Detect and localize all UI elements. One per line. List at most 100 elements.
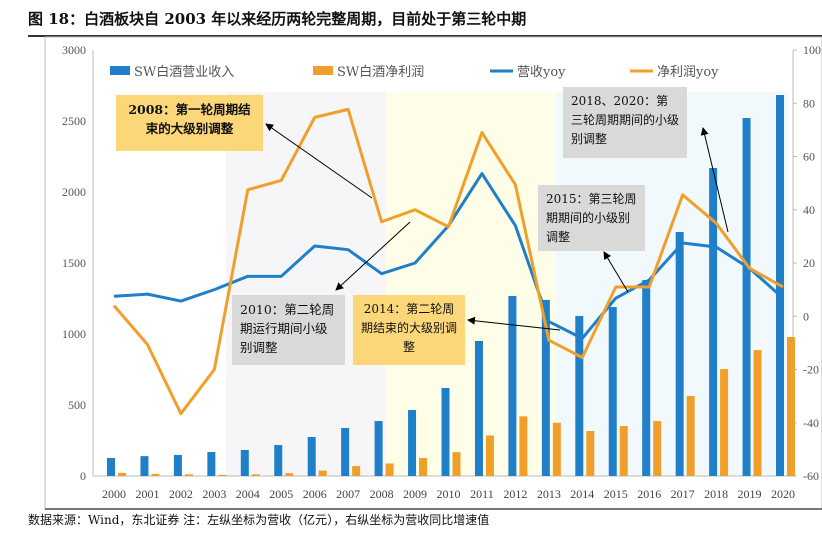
x-tick-label: 2009 xyxy=(403,487,427,501)
annotation-arrow xyxy=(700,127,729,233)
annotation-2014: 2014：第二轮周期结束的大级别调整 xyxy=(353,295,465,365)
x-tick-label: 2002 xyxy=(169,487,193,501)
bar-profit xyxy=(251,474,260,476)
bar-revenue xyxy=(274,445,283,476)
x-tick-label: 2016 xyxy=(637,487,661,501)
title-divider xyxy=(28,35,822,37)
bar-profit xyxy=(552,422,561,476)
bar-profit xyxy=(184,474,193,476)
bar-profit xyxy=(586,430,595,476)
x-tick-label: 2020 xyxy=(771,487,795,501)
left-tick-label: 3000 xyxy=(62,43,86,57)
x-tick-label: 2003 xyxy=(202,487,226,501)
right-tick-label: 0 xyxy=(803,309,809,323)
bar-revenue xyxy=(240,450,249,476)
bar-profit xyxy=(753,350,762,476)
bar-profit xyxy=(285,473,294,476)
right-tick-label: 80 xyxy=(803,96,815,110)
bar-profit xyxy=(653,421,662,476)
right-tick-label: -60 xyxy=(803,469,819,483)
x-tick-label: 2006 xyxy=(303,487,327,501)
x-tick-label: 2001 xyxy=(135,487,159,501)
bar-profit xyxy=(218,474,227,476)
x-tick-label: 2015 xyxy=(604,487,628,501)
legend-swatch xyxy=(313,66,333,75)
bar-revenue xyxy=(173,454,182,476)
legend-label: SW白酒营业收入 xyxy=(134,64,234,80)
bar-profit xyxy=(318,470,327,476)
x-tick-label: 2019 xyxy=(738,487,762,501)
bar-revenue xyxy=(575,315,584,476)
left-tick-label: 1500 xyxy=(62,256,86,270)
x-tick-label: 2004 xyxy=(236,487,260,501)
legend-label: 净利润yoy xyxy=(657,65,719,80)
annotation-arrow xyxy=(603,251,629,293)
left-tick-label: 2500 xyxy=(62,114,86,128)
x-tick-label: 2011 xyxy=(470,487,494,501)
bar-profit xyxy=(118,472,126,476)
left-tick-label: 500 xyxy=(68,398,86,412)
bar-profit xyxy=(419,457,428,476)
x-tick-label: 2007 xyxy=(336,487,360,501)
bar-profit xyxy=(352,466,361,476)
bar-profit xyxy=(787,336,795,476)
annotation-2015: 2015：第三轮周期期间的小级别调整 xyxy=(538,185,645,251)
bar-profit xyxy=(619,426,628,476)
bar-revenue xyxy=(441,387,450,476)
bar-profit xyxy=(686,396,695,476)
bar-revenue xyxy=(675,232,684,476)
legend-label: 营收yoy xyxy=(517,65,566,80)
left-tick-label: 1000 xyxy=(62,327,86,341)
annotation-arrow xyxy=(265,123,373,199)
legend-swatch xyxy=(110,66,130,75)
right-tick-label: 20 xyxy=(803,256,815,270)
right-tick-label: 100 xyxy=(803,43,821,57)
left-tick-label: 0 xyxy=(80,469,86,483)
bar-revenue xyxy=(508,295,517,476)
right-tick-label: 60 xyxy=(803,150,815,164)
bar-profit xyxy=(519,416,528,476)
bar-revenue xyxy=(374,421,383,476)
bar-revenue xyxy=(307,436,316,476)
x-tick-label: 2008 xyxy=(370,487,394,501)
x-tick-label: 2017 xyxy=(671,487,695,501)
bar-profit xyxy=(151,473,160,476)
left-tick-label: 2000 xyxy=(62,185,86,199)
bar-revenue xyxy=(474,340,483,476)
source-note: 数据来源：Wind，东北证券 注：左纵坐标为营收（亿元），右纵坐标为营收同比增速… xyxy=(28,513,490,527)
bar-revenue xyxy=(341,428,350,476)
x-tick-label: 2018 xyxy=(704,487,728,501)
x-tick-label: 2005 xyxy=(269,487,293,501)
right-tick-label: -20 xyxy=(803,363,819,377)
right-tick-label: -40 xyxy=(803,416,819,430)
bar-profit xyxy=(385,463,394,476)
period-shade-1 xyxy=(226,92,386,476)
x-tick-label: 2000 xyxy=(102,487,126,501)
bar-revenue xyxy=(408,409,417,476)
chart-title: 图 18：白酒板块自 2003 年以来经历两轮完整周期，目前处于第三轮中期 xyxy=(28,10,527,28)
right-tick-label: 40 xyxy=(803,203,815,217)
x-tick-label: 2010 xyxy=(437,487,461,501)
legend-label: SW白酒净利润 xyxy=(337,64,424,80)
bar-revenue xyxy=(541,299,550,476)
bar-revenue xyxy=(207,452,216,476)
bar-revenue xyxy=(107,457,115,476)
annotation-2010: 2010：第二轮周期运行期间小级别调整 xyxy=(232,295,345,365)
x-tick-label: 2014 xyxy=(570,487,594,501)
bar-revenue xyxy=(709,168,718,476)
bar-revenue xyxy=(608,307,617,476)
bar-revenue xyxy=(642,280,651,476)
x-tick-label: 2012 xyxy=(503,487,527,501)
bar-profit xyxy=(485,435,494,476)
annotation-arrow xyxy=(335,221,411,291)
annotation-arrow xyxy=(467,316,561,331)
annotation-2008: 2008：第一轮周期结束的大级别调整 xyxy=(116,95,263,151)
bar-profit xyxy=(720,369,729,476)
bar-revenue xyxy=(742,118,751,476)
line-profit-yoy xyxy=(112,107,784,416)
bar-revenue xyxy=(140,456,149,476)
annotation-2018-2020: 2018、2020：第三轮周期期间的小级别调整 xyxy=(563,87,687,158)
x-tick-label: 2013 xyxy=(537,487,561,501)
bar-profit xyxy=(452,452,461,476)
